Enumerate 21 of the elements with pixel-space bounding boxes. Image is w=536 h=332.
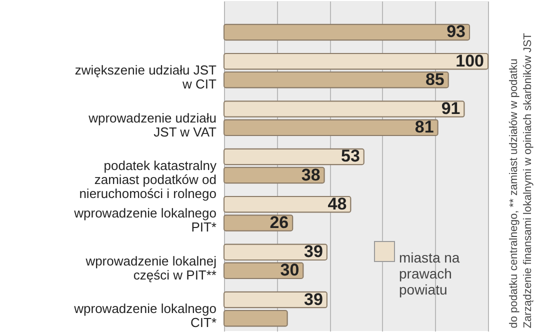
- data-label: 26: [270, 212, 289, 232]
- data-label: 48: [328, 194, 347, 214]
- y-tick-label: zwiększenie udziału JST w CIT: [74, 62, 217, 92]
- text: do podatku centralnego, ** zamiast udziałów w podatku: [508, 57, 520, 328]
- data-label: 53: [341, 146, 360, 166]
- data-label: 93: [446, 22, 466, 42]
- y-tick-label: wprowadzenie lokalnego CIT*: [73, 301, 216, 330]
- data-label: 81: [414, 118, 434, 137]
- y-tick-label: podatek katastralny zamiast podatków od nieruchomości i rolnego: [79, 158, 217, 201]
- data-label: 100: [456, 51, 484, 70]
- data-label: 39: [304, 242, 323, 262]
- data-label: 38: [301, 165, 320, 184]
- data-label: 39: [304, 290, 323, 309]
- data-label: 30: [280, 260, 300, 280]
- text: Zarządzenie finansami lokalnymi w opiniach skarbników JST: [522, 32, 534, 328]
- data-label: 91: [441, 99, 460, 118]
- legend-label: miasta na prawach powiatu: [399, 250, 460, 298]
- y-tick-label: wprowadzenie lokalnej części w PIT**: [84, 253, 217, 282]
- y-tick-label: wprowadzenie udziału JST w VAT: [88, 110, 217, 140]
- y-tick-label: wprowadzenie lokalnego PIT*: [73, 206, 216, 235]
- data-label: 85: [425, 70, 444, 89]
